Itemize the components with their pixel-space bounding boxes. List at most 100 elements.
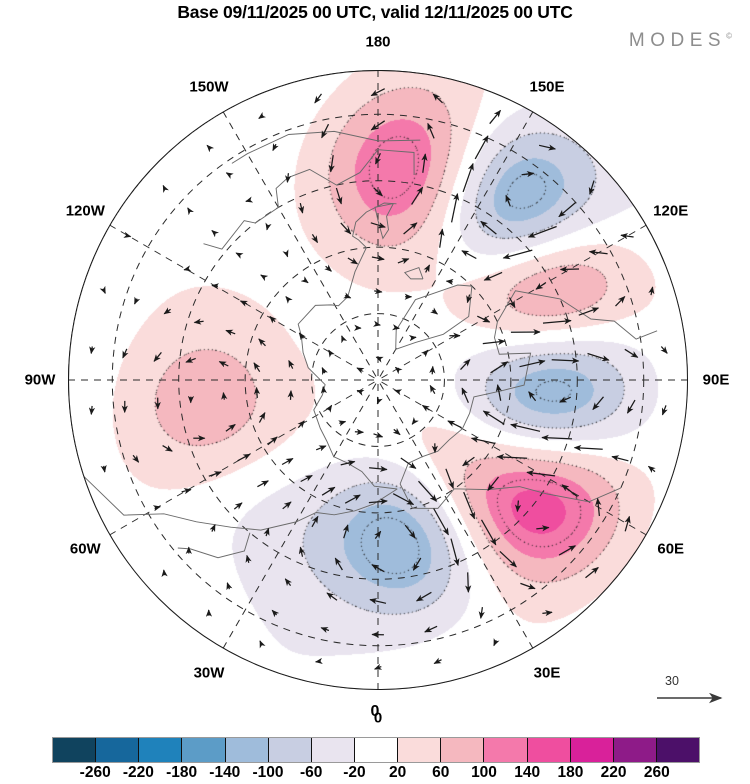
wind-vector [291, 391, 292, 400]
wind-vector [434, 660, 441, 664]
wind-vector [155, 507, 160, 508]
wind-vector [506, 195, 510, 206]
wind-vector [226, 330, 235, 333]
wind-vector [520, 583, 535, 588]
wind-vector [212, 286, 218, 287]
wind-vector [323, 387, 324, 393]
wind-vector [462, 388, 468, 403]
wind-vector [241, 301, 248, 304]
wind-vector [536, 528, 549, 529]
wind-vector [395, 328, 400, 329]
wind-vector [593, 397, 604, 410]
wind-vector [522, 173, 534, 174]
wind-vector [560, 397, 571, 402]
wind-vector [257, 481, 268, 487]
wind-vector [270, 317, 275, 322]
wind-vector [464, 492, 475, 519]
wind-vector [238, 454, 250, 461]
colorbar-zero-label: 0 [0, 703, 750, 721]
wind-vector [123, 349, 127, 358]
wind-vector [186, 358, 196, 362]
wind-vector [520, 361, 545, 367]
wind-vector [91, 347, 92, 354]
longitude-label-150w: 150W [189, 79, 228, 96]
wind-vector [236, 253, 240, 255]
wind-vector [374, 291, 382, 292]
wind-vector [133, 455, 139, 462]
colorbar-swatch-2 [139, 738, 182, 762]
colorbar-swatch-1 [96, 738, 139, 762]
colorbar-swatch-6 [312, 738, 355, 762]
wind-vector [194, 321, 203, 322]
wind-vector [327, 593, 337, 600]
wind-vector [498, 385, 501, 401]
coastline-8 [178, 533, 250, 558]
longitude-label-150e: 150E [529, 79, 564, 96]
colorbar-tick-12: 220 [601, 764, 627, 782]
meridian--60 [380, 225, 647, 379]
wind-vector [417, 592, 432, 601]
wind-vector [482, 520, 496, 545]
wind-vector [282, 459, 293, 465]
wind-vector [426, 265, 430, 272]
longitude-label-60w: 60W [70, 541, 101, 558]
wind-vector [625, 517, 629, 532]
wind-vector [440, 229, 443, 248]
wind-vector [164, 309, 170, 314]
wind-vector [336, 188, 341, 204]
wind-vector [298, 421, 304, 428]
colorbar-tick-8: 60 [432, 764, 449, 782]
wind-vector [494, 640, 496, 645]
wind-vector [462, 251, 476, 259]
wind-vector [267, 226, 268, 230]
wind-vector [475, 136, 488, 159]
wind-vector [227, 583, 229, 589]
wind-vector [341, 462, 355, 465]
parallel-60 [245, 247, 511, 513]
wind-vector [503, 250, 532, 258]
wind-vector [401, 458, 416, 468]
colorbar-swatch-3 [182, 738, 225, 762]
wind-vector [446, 469, 453, 489]
wind-vector [369, 501, 387, 503]
wind-vector [651, 287, 653, 295]
colorbar-swatch-12 [571, 738, 614, 762]
colorbar-tick-0: -260 [80, 764, 111, 782]
wind-vector [543, 321, 571, 324]
wind-vector [432, 367, 433, 375]
coastline-5 [298, 203, 397, 489]
wind-vector [649, 466, 656, 471]
wind-vector [257, 388, 258, 398]
reference-vector-label: 30 [665, 674, 679, 688]
longitude-label-30e: 30E [534, 664, 561, 681]
colorbar-swatch-9 [441, 738, 484, 762]
wind-vector [212, 231, 215, 234]
wind-vector [376, 357, 379, 358]
wind-vector [539, 145, 555, 149]
colorbar-tick-2: -180 [166, 764, 197, 782]
wind-vector [661, 347, 667, 354]
wind-vector [316, 661, 321, 662]
colorbar-tick-11: 180 [557, 764, 583, 782]
wind-vector [259, 413, 265, 423]
colorbar-swatch-0 [53, 738, 96, 762]
wind-vector [405, 525, 415, 538]
colorbar-tick-4: -100 [252, 764, 283, 782]
wind-vector [341, 223, 351, 234]
colorbar-tick-13: 260 [644, 764, 670, 782]
wind-vector [315, 94, 322, 103]
wind-vector [588, 354, 609, 361]
coastline-1 [400, 484, 621, 508]
wind-vector [434, 509, 449, 535]
wind-vector [491, 362, 508, 373]
wind-vector [393, 494, 413, 505]
wind-vector [411, 337, 416, 338]
longitude-label-120e: 120E [653, 203, 688, 220]
wind-vector [322, 368, 325, 373]
wind-vector [375, 667, 382, 670]
wind-vector [135, 299, 137, 304]
wind-vector [536, 283, 546, 290]
coastline-0 [400, 291, 657, 484]
wind-vector [423, 405, 430, 410]
